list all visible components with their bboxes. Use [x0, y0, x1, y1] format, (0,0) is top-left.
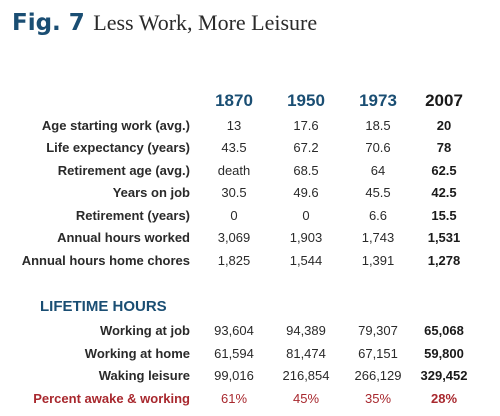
table-row: Working at home 61,594 81,474 67,151 59,800	[0, 342, 474, 365]
year-header: 1950	[287, 91, 325, 110]
table-row: Years on job 30.5 49.6 45.5 42.5	[0, 182, 474, 205]
table-row: Waking leisure 99,016 216,854 266,129 329,45…	[0, 365, 474, 388]
table-row: Annual hours home chores 1,825 1,544 1,391 1…	[0, 249, 474, 272]
cell-value: 79,307	[358, 323, 398, 339]
row-label: Age starting work (avg.)	[41, 117, 190, 133]
year-header: 1870	[215, 91, 253, 110]
data-table: 1870 1950 1973 2007 Age starting work (avg.)…	[0, 88, 474, 410]
cell-value: 0	[302, 207, 310, 223]
row-label: Years on job	[112, 185, 190, 201]
row-label: Working at job	[99, 323, 190, 339]
cell-value: 59,800	[424, 345, 464, 361]
cell-value: 1,531	[427, 230, 461, 246]
cell-value: 6.6	[368, 207, 388, 223]
cell-value: 1,391	[361, 252, 395, 268]
cell-value: 62.5	[431, 162, 457, 178]
cell-value: 13	[226, 117, 242, 133]
table-row: Annual hours worked 3,069 1,903 1,743 1,531	[0, 227, 474, 250]
cell-value: 42.5	[431, 185, 457, 201]
cell-value: 0	[230, 207, 238, 223]
cell-value: 35%	[364, 390, 392, 406]
section-title: LIFETIME HOURS	[40, 298, 167, 315]
cell-value: 30.5	[221, 185, 247, 201]
cell-value: 45%	[292, 390, 320, 406]
table-row: Percent awake & working 61% 45% 35% 28%	[0, 387, 474, 410]
cell-value: 70.6	[365, 140, 391, 156]
cell-value: 17.6	[293, 117, 319, 133]
cell-value: 61,594	[214, 345, 254, 361]
section-title-row: LIFETIME HOURS	[0, 294, 474, 320]
year-header: 2007	[425, 91, 463, 110]
row-label: Retirement (years)	[75, 207, 190, 223]
cell-value: 78	[436, 140, 452, 156]
table-row: Life expectancy (years) 43.5 67.2 70.6 78	[0, 137, 474, 160]
cell-value: 1,903	[289, 230, 323, 246]
cell-value: 94,389	[286, 323, 326, 339]
row-label: Working at home	[84, 345, 190, 361]
section-spacer	[0, 272, 474, 294]
year-header-row: 1870 1950 1973 2007	[0, 88, 474, 114]
cell-value: 68.5	[293, 162, 319, 178]
cell-value: 1,743	[361, 230, 395, 246]
cell-value: 329,452	[420, 368, 468, 384]
cell-value: 216,854	[282, 368, 330, 384]
cell-value: 81,474	[286, 345, 326, 361]
table-row: Age starting work (avg.) 13 17.6 18.5 20	[0, 114, 474, 137]
table-row: Retirement age (avg.) death 68.5 64 62.5	[0, 159, 474, 182]
figure-number: Fig. 7	[12, 10, 85, 36]
cell-value: 3,069	[217, 230, 251, 246]
cell-value: 45.5	[365, 185, 391, 201]
cell-value: 15.5	[431, 207, 457, 223]
table-row: Retirement (years) 0 0 6.6 15.5	[0, 204, 474, 227]
figure-subtitle: Less Work, More Leisure	[93, 10, 318, 35]
cell-value: death	[217, 162, 251, 178]
cell-value: 49.6	[293, 185, 319, 201]
cell-value: 1,278	[427, 252, 461, 268]
table-row: Working at job 93,604 94,389 79,307 65,068	[0, 320, 474, 343]
cell-value: 43.5	[221, 140, 247, 156]
cell-value: 67.2	[293, 140, 319, 156]
cell-value: 266,129	[354, 368, 402, 384]
cell-value: 1,544	[289, 252, 323, 268]
row-label: Annual hours home chores	[21, 252, 190, 268]
row-label: Retirement age (avg.)	[57, 162, 190, 178]
cell-value: 61%	[220, 390, 248, 406]
cell-value: 65,068	[424, 323, 464, 339]
cell-value: 1,825	[217, 252, 251, 268]
year-header: 1973	[359, 91, 397, 110]
row-label: Waking leisure	[98, 368, 190, 384]
row-label: Percent awake & working	[33, 390, 190, 406]
cell-value: 99,016	[214, 368, 254, 384]
cell-value: 93,604	[214, 323, 254, 339]
cell-value: 67,151	[358, 345, 398, 361]
spacer-cell	[0, 272, 474, 294]
cell-value: 28%	[430, 390, 458, 406]
cell-value: 18.5	[365, 117, 391, 133]
cell-value: 20	[436, 117, 452, 133]
row-label: Life expectancy (years)	[46, 140, 190, 156]
figure-title: Fig. 7 Less Work, More Leisure	[12, 10, 317, 36]
row-label: Annual hours worked	[57, 230, 190, 246]
cell-value: 64	[370, 162, 386, 178]
header-blank	[0, 88, 198, 114]
